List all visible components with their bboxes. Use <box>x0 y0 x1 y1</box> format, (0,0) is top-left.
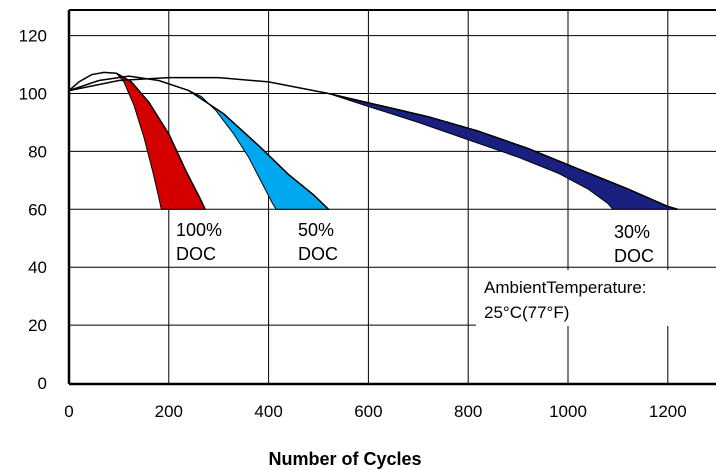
y-tick-label: 0 <box>38 374 47 393</box>
x-tick-label: 1000 <box>549 402 587 421</box>
x-tick-label: 400 <box>254 402 282 421</box>
band-label-1: 50% DOC <box>298 220 338 264</box>
doc-band-curve-1 <box>68 75 330 210</box>
y-tick-label: 80 <box>28 142 47 161</box>
band-label-2: 30% DOC <box>614 222 654 266</box>
band-label-0: 100% DOC <box>176 220 222 264</box>
y-tick-label: 20 <box>28 316 47 335</box>
y-tick-labels: 0 20 40 60 80 100 120 <box>19 27 47 393</box>
y-tick-label: 120 <box>19 27 47 46</box>
x-tick-label: 800 <box>454 402 482 421</box>
gridlines <box>69 10 716 384</box>
x-tick-label: 0 <box>64 402 73 421</box>
band-labels: 100% DOC 50% DOC 30% DOC <box>176 220 654 266</box>
doc-band-curve-0 <box>68 71 206 210</box>
x-tick-labels: 0 200 400 600 800 1000 1200 <box>64 402 686 421</box>
ambient-temperature-label: AmbientTemperature: <box>484 278 647 297</box>
ambient-temperature-value: 25°C(77°F) <box>484 303 569 322</box>
doc-band-fill-1 <box>188 90 330 210</box>
y-tick-label: 60 <box>28 200 47 219</box>
doc-band-curve-2 <box>68 76 679 211</box>
x-tick-label: 600 <box>354 402 382 421</box>
annotation-box <box>476 270 716 326</box>
doc-bands <box>68 71 679 211</box>
x-tick-label: 1200 <box>649 402 687 421</box>
y-tick-label: 100 <box>19 85 47 104</box>
x-axis-title: Number of Cycles <box>268 449 421 469</box>
x-tick-label: 200 <box>155 402 183 421</box>
y-tick-label: 40 <box>28 258 47 277</box>
plot-frame <box>67 9 716 386</box>
